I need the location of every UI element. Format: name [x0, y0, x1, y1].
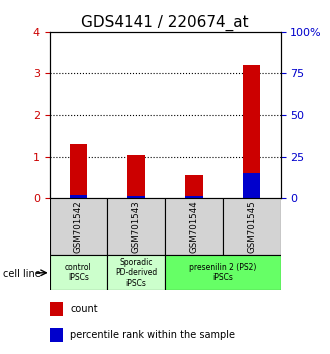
Bar [50, 302, 63, 316]
Bar [127, 196, 145, 198]
Title: GDS4141 / 220674_at: GDS4141 / 220674_at [81, 14, 249, 30]
Bar [50, 255, 107, 290]
Text: cell line: cell line [3, 269, 41, 279]
Bar [50, 198, 107, 255]
Bar [243, 173, 260, 198]
Bar [165, 198, 223, 255]
Bar [185, 175, 203, 198]
Text: count: count [70, 304, 98, 314]
Bar [50, 328, 63, 342]
Text: GSM701544: GSM701544 [189, 200, 198, 253]
Bar [107, 255, 165, 290]
Bar [70, 144, 87, 198]
Bar [185, 196, 203, 198]
Text: GSM701543: GSM701543 [132, 200, 141, 253]
Bar [127, 155, 145, 198]
Text: Sporadic
PD-derived
iPSCs: Sporadic PD-derived iPSCs [115, 258, 157, 288]
Text: percentile rank within the sample: percentile rank within the sample [70, 330, 235, 339]
Bar [107, 198, 165, 255]
Text: GSM701545: GSM701545 [247, 200, 256, 253]
Bar [165, 255, 280, 290]
Text: GSM701542: GSM701542 [74, 200, 83, 253]
Text: control
IPSCs: control IPSCs [65, 263, 92, 282]
Text: presenilin 2 (PS2)
iPSCs: presenilin 2 (PS2) iPSCs [189, 263, 256, 282]
Bar [243, 65, 260, 198]
Bar [223, 198, 280, 255]
Bar [70, 195, 87, 198]
